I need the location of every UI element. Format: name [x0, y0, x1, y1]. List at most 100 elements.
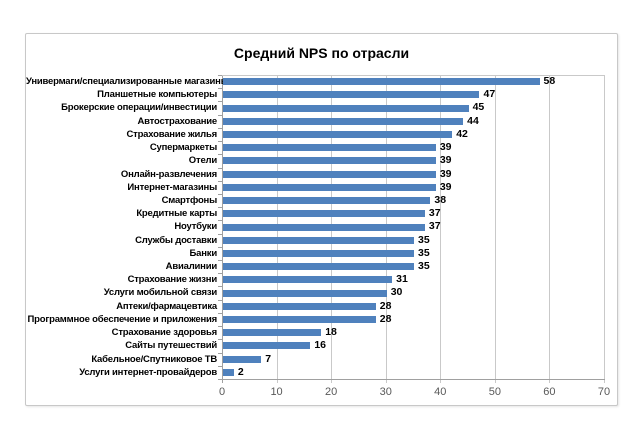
value-label: 35	[418, 233, 430, 246]
category-label: Аптеки/фармацевтика	[116, 300, 217, 312]
category-tick	[218, 246, 222, 248]
bar	[223, 78, 540, 86]
category-tick	[218, 114, 222, 116]
category-tick	[218, 260, 222, 262]
value-label: 37	[428, 207, 441, 220]
value-label: 7	[265, 352, 272, 365]
value-label: 44	[467, 114, 479, 127]
plot-area-top-border	[222, 75, 605, 76]
category-tick	[218, 127, 222, 129]
value-label: 30	[390, 286, 403, 299]
gridline	[549, 75, 551, 383]
category-tick	[218, 207, 222, 209]
value-label: 39	[439, 180, 452, 193]
category-tick	[218, 167, 222, 169]
bar	[223, 302, 376, 310]
x-axis-tick-label: 30	[379, 386, 392, 398]
bar	[223, 170, 436, 178]
bar	[223, 249, 414, 257]
bar	[223, 316, 376, 324]
value-label: 2	[237, 365, 244, 378]
value-label: 16	[314, 339, 326, 352]
category-tick	[218, 233, 222, 235]
x-axis-line	[218, 379, 605, 380]
category-label: Автострахование	[137, 115, 217, 127]
gridline	[440, 75, 442, 383]
x-axis-tick-label: 20	[325, 386, 338, 398]
value-label: 18	[325, 326, 337, 339]
x-axis-tick-label: 70	[597, 386, 611, 398]
category-label: Кредитные карты	[136, 208, 217, 220]
x-axis-tick-label: 50	[488, 386, 501, 398]
category-tick	[218, 154, 222, 156]
category-tick	[218, 220, 222, 222]
category-tick	[218, 180, 222, 182]
bar	[223, 197, 431, 205]
category-tick	[218, 88, 222, 90]
value-label: 38	[434, 193, 447, 206]
category-tick	[218, 326, 222, 328]
category-label: Программное обеспечение и приложения	[27, 313, 218, 325]
category-label: Услуги мобильной связи	[103, 287, 217, 299]
value-label: 35	[418, 246, 430, 259]
bar	[223, 355, 262, 363]
bar	[223, 289, 387, 297]
value-label: 28	[379, 312, 392, 325]
bar	[223, 223, 425, 231]
category-tick	[218, 193, 222, 195]
chart-title: Средний NPS по отрасли	[233, 45, 410, 61]
value-label: 47	[483, 88, 496, 101]
value-label: 42	[456, 127, 468, 140]
category-label: Брокерские операции/инвестиции	[61, 102, 217, 114]
category-tick	[218, 365, 222, 367]
category-label: Ноутбуки	[174, 221, 217, 233]
bar	[223, 236, 414, 244]
bar	[223, 276, 393, 284]
value-label: 37	[428, 220, 441, 233]
category-label: Универмаги/специализированные магазины	[26, 76, 229, 87]
bar	[223, 342, 311, 350]
category-label: Авиалинии	[165, 261, 218, 273]
category-label: Планшетные компьютеры	[97, 89, 217, 101]
category-label: Банки	[189, 247, 218, 259]
x-axis-tick-label: 10	[270, 386, 283, 398]
category-label: Отели	[188, 155, 217, 167]
category-tick	[218, 273, 222, 275]
value-label: 39	[439, 167, 452, 180]
bar	[223, 263, 414, 271]
gridline	[494, 75, 496, 383]
bar	[223, 91, 480, 99]
x-axis-tick-label: 0	[218, 386, 226, 398]
category-tick	[218, 286, 222, 288]
category-label: Смартфоны	[161, 194, 218, 206]
category-label: Супермаркеты	[149, 142, 217, 154]
bar	[223, 130, 453, 138]
category-tick	[218, 339, 222, 341]
value-label: 39	[439, 154, 452, 167]
category-tick	[218, 75, 222, 76]
category-label: Страхование жизни	[127, 274, 218, 286]
x-axis-tick-label: 60	[543, 386, 556, 398]
chart-frame: Средний NPS по отрасли 0 10 20 30 40 50 60 70 Ун…	[25, 33, 618, 406]
x-axis-tick-label: 40	[434, 386, 447, 398]
bar	[223, 117, 464, 125]
bar	[223, 329, 322, 337]
bar	[223, 368, 234, 376]
category-label: Сайты путешествий	[125, 340, 217, 352]
category-tick	[218, 299, 222, 301]
value-label: 58	[543, 75, 556, 87]
category-tick	[218, 101, 222, 103]
category-label: Онлайн-развлечения	[120, 168, 217, 180]
category-label: Страхование жилья	[126, 128, 217, 140]
category-tick	[218, 141, 222, 143]
value-label: 28	[379, 299, 392, 312]
category-tick	[218, 352, 222, 354]
plot-area: Средний NPS по отрасли 0 10 20 30 40 50 60 70 Ун…	[26, 34, 617, 405]
bar	[223, 144, 436, 152]
category-axis-line	[222, 75, 223, 383]
value-label: 35	[418, 260, 430, 273]
category-label: Кабельное/Спутниковое ТВ	[91, 353, 217, 365]
value-label: 31	[396, 273, 408, 286]
bar	[223, 104, 469, 112]
